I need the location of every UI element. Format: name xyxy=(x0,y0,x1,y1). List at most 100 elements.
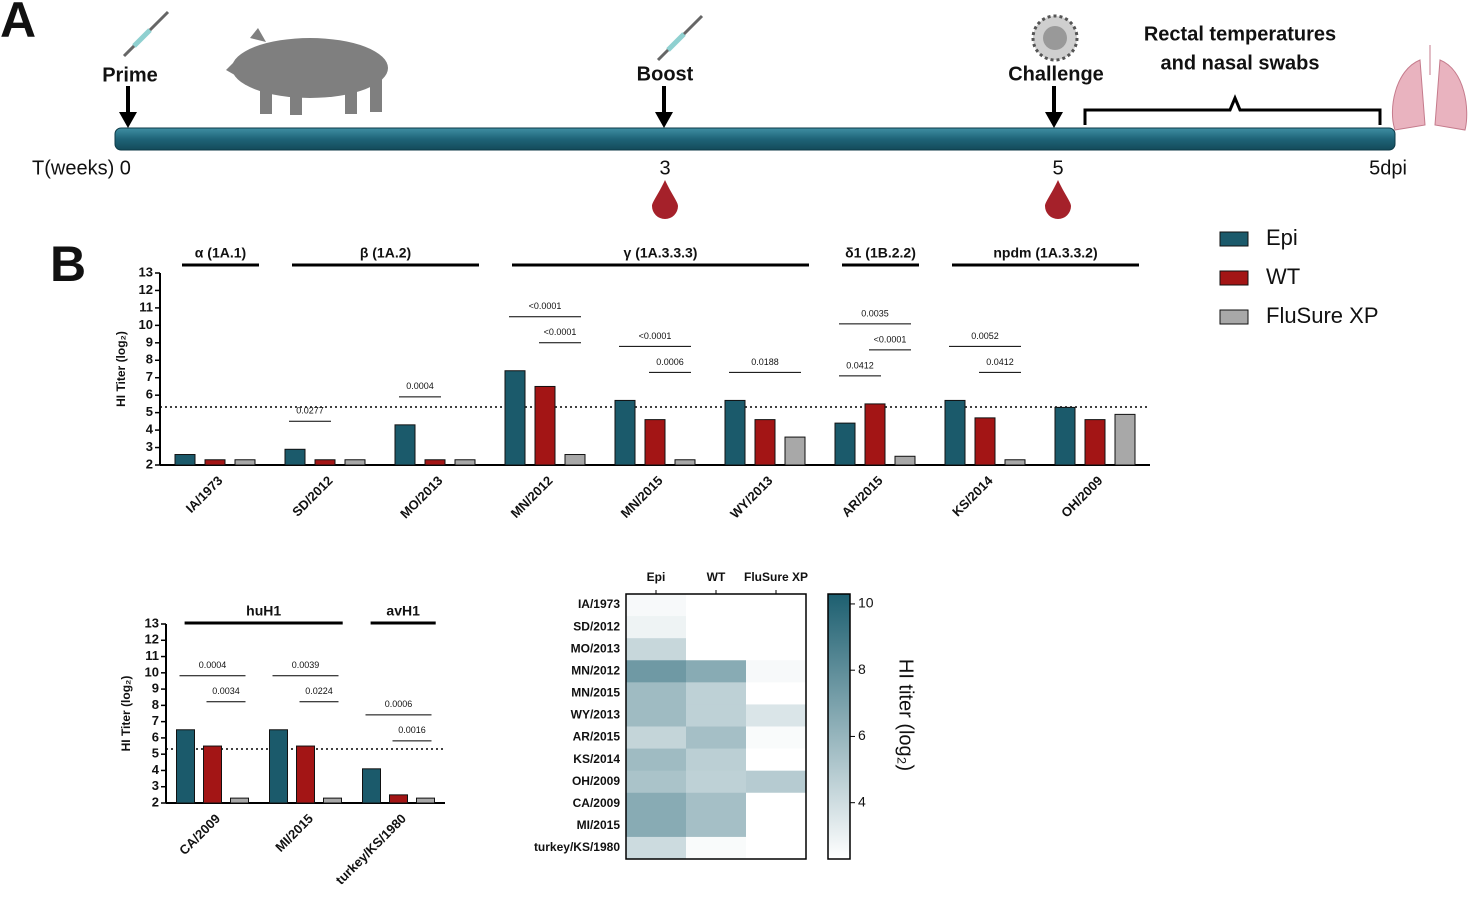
heatmap-cell xyxy=(746,770,806,794)
heatmap-cell xyxy=(686,704,746,727)
colorbar-tick-label: 8 xyxy=(858,661,866,677)
colorbar-label: HI titer (log₂) xyxy=(895,659,917,771)
heatmap-cell xyxy=(626,770,686,794)
heatmap-cell xyxy=(746,704,806,727)
row-label: CA/2009 xyxy=(573,796,621,810)
bar xyxy=(1084,419,1106,466)
p-value: <0.0001 xyxy=(874,334,907,344)
bar xyxy=(674,459,696,466)
heatmap-frame xyxy=(625,593,807,860)
heatmap-cell xyxy=(746,836,806,860)
legend-swatch xyxy=(1219,270,1249,286)
colorbar-tick-label: 6 xyxy=(858,727,866,743)
heatmap-cell xyxy=(686,594,746,617)
y-tick-label: 8 xyxy=(146,352,153,367)
bar xyxy=(416,797,435,804)
y-tick-label: 13 xyxy=(139,264,153,279)
bar xyxy=(296,745,315,804)
row-label: MN/2012 xyxy=(571,663,620,677)
bar xyxy=(864,403,886,466)
p-value: 0.0412 xyxy=(846,360,874,370)
legend-swatch xyxy=(1219,309,1249,325)
bar xyxy=(230,797,249,804)
p-value: 0.0006 xyxy=(656,357,684,367)
bar xyxy=(394,424,416,466)
bar xyxy=(834,422,856,466)
x-tick-label: AR/2015 xyxy=(839,473,886,520)
y-tick-label: 6 xyxy=(146,387,153,402)
heatmap-cell xyxy=(686,792,746,816)
legend-label: FluSure XP xyxy=(1266,303,1379,328)
row-label: turkey/KS/1980 xyxy=(534,840,620,854)
bar xyxy=(944,399,966,466)
p-value: 0.0016 xyxy=(398,725,426,735)
y-tick-label: 10 xyxy=(139,317,153,332)
y-tick-label: 6 xyxy=(152,729,159,744)
heatmap-cell xyxy=(746,726,806,750)
event-label: Boost xyxy=(637,63,694,85)
heatmap-cell xyxy=(626,814,686,838)
heatmap-cell xyxy=(626,748,686,772)
bar xyxy=(1004,459,1026,466)
column-label: Epi xyxy=(647,570,666,584)
time-label: 5dpi xyxy=(1369,157,1407,179)
p-value: 0.0224 xyxy=(305,686,333,696)
y-axis-label: HI Titer (log₂) xyxy=(119,676,133,752)
p-value: <0.0001 xyxy=(639,331,672,341)
y-tick-label: 2 xyxy=(146,456,153,471)
colorbar-tick-label: 10 xyxy=(858,595,874,611)
bar xyxy=(269,729,288,804)
heatmap-cell xyxy=(686,836,746,860)
group-label: huH1 xyxy=(246,603,281,619)
y-tick-label: 9 xyxy=(146,334,153,349)
p-value: <0.0001 xyxy=(529,301,562,311)
heatmap-cell xyxy=(686,660,746,683)
event-label: Prime xyxy=(102,64,158,86)
row-label: IA/1973 xyxy=(578,597,620,611)
bar xyxy=(894,455,916,466)
heatmap-cell xyxy=(626,638,686,661)
note-label: Rectal temperatures xyxy=(1144,23,1336,45)
y-tick-label: 4 xyxy=(146,422,154,437)
panel-label: A xyxy=(0,0,36,48)
heatmap-cell xyxy=(686,616,746,639)
heatmap-cell xyxy=(686,814,746,838)
bar xyxy=(454,459,476,466)
heatmap-cell xyxy=(626,682,686,705)
row-label: MO/2013 xyxy=(571,641,621,655)
heatmap-cell xyxy=(686,748,746,772)
bar xyxy=(203,745,222,804)
time-label: 3 xyxy=(659,157,670,179)
x-tick-label: MN/2015 xyxy=(618,473,666,521)
bar xyxy=(204,459,226,466)
blood-drop xyxy=(652,180,1071,219)
y-tick-label: 7 xyxy=(152,713,159,728)
heatmap-cell xyxy=(626,726,686,750)
y-tick-label: 5 xyxy=(152,746,159,761)
heatmap-cell xyxy=(686,638,746,661)
p-value: <0.0001 xyxy=(544,327,577,337)
group-label: npdm (1A.3.3.2) xyxy=(993,245,1097,261)
bar xyxy=(323,797,342,804)
pig-icon xyxy=(226,28,388,115)
group-label: avH1 xyxy=(386,603,420,619)
colorbar-tick-label: 4 xyxy=(858,793,866,809)
heatmap-cell xyxy=(746,682,806,705)
y-tick-label: 12 xyxy=(145,632,159,647)
heatmap-cell xyxy=(626,616,686,639)
bar xyxy=(389,794,408,804)
bar xyxy=(564,454,586,466)
lungs-icon xyxy=(1392,45,1468,131)
heatmap-cell xyxy=(746,792,806,816)
x-tick-label: OH/2009 xyxy=(1058,473,1105,520)
p-value: 0.0034 xyxy=(212,686,240,696)
row-label: AR/2015 xyxy=(573,730,621,744)
bar xyxy=(424,459,446,466)
x-tick-label: MO/2013 xyxy=(397,473,445,521)
y-tick-label: 3 xyxy=(146,439,153,454)
y-tick-label: 4 xyxy=(152,762,160,777)
legend-label: Epi xyxy=(1266,225,1298,250)
y-tick-label: 8 xyxy=(152,697,159,712)
x-tick-label: KS/2014 xyxy=(949,472,996,519)
